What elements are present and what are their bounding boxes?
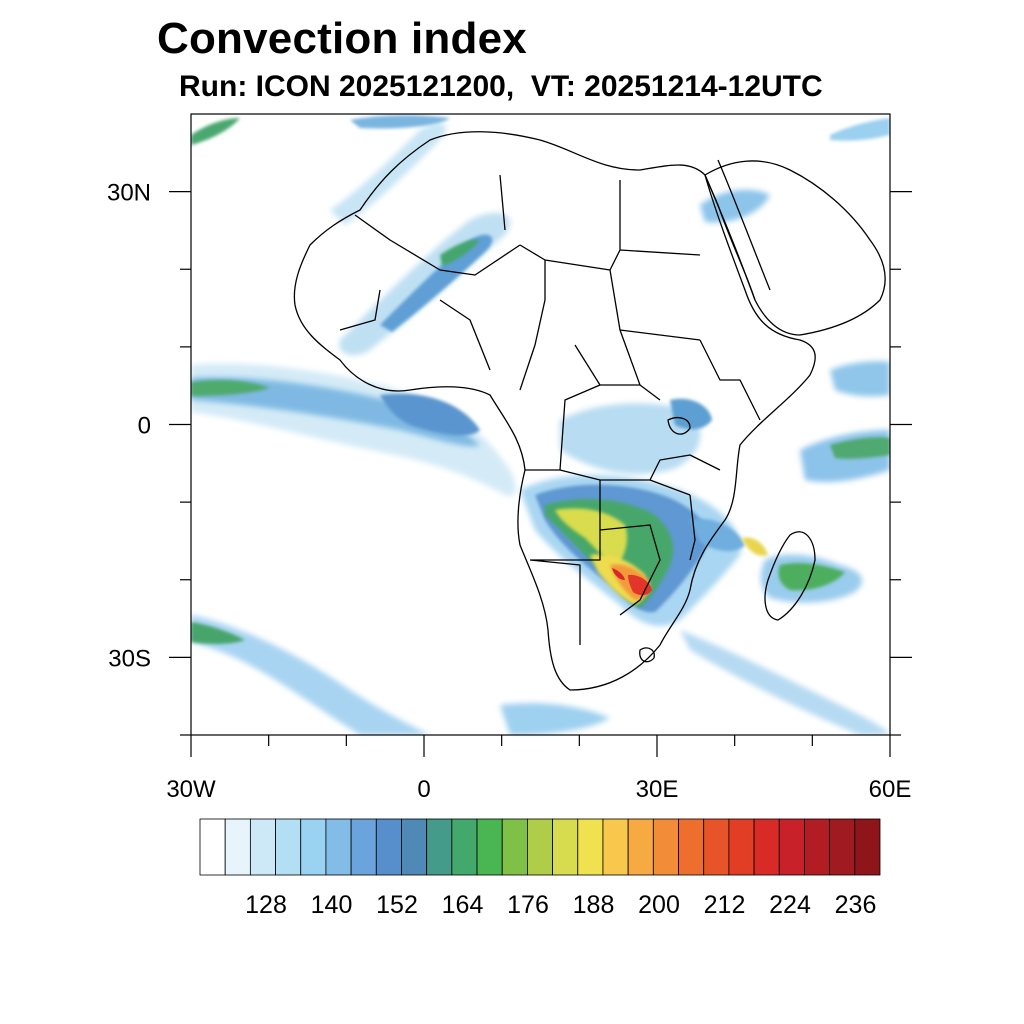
africa-coastline [293, 131, 816, 691]
y-tick-label: 30N [107, 180, 151, 207]
colorbar-tick-label: 200 [638, 891, 680, 919]
y-tick-label: 30S [108, 645, 151, 672]
colorbar-swatch [854, 818, 881, 876]
colorbar-swatch [224, 818, 251, 876]
colorbar-swatch [300, 818, 327, 876]
border-lines [339, 174, 761, 645]
colorbar-tick-label: 128 [245, 891, 287, 919]
colorbar-swatch [325, 818, 352, 876]
lesotho [639, 647, 655, 663]
colorbar-swatch [501, 818, 528, 876]
coastlines-borders [293, 131, 886, 691]
colorbar-tick-label: 152 [376, 891, 418, 919]
colorbar-tick-label: 236 [835, 891, 877, 919]
colorbar-swatch [451, 818, 478, 876]
colorbar-tick-label: 224 [769, 891, 811, 919]
field-sahara-green [440, 239, 480, 266]
colorbar-swatch [552, 818, 579, 876]
field-med-east [350, 115, 450, 129]
field-io-ne [830, 361, 890, 397]
colorbar-swatch [678, 818, 705, 876]
field-sahara-core [380, 234, 493, 332]
field-io-east-green [830, 437, 890, 459]
arabia-coastline [704, 160, 886, 336]
colorbar-tick-label: 212 [704, 891, 746, 919]
colorbar-swatch [527, 818, 553, 876]
colorbar-swatch [476, 818, 503, 876]
field-atlantic-green [191, 380, 270, 396]
colorbar [199, 818, 881, 876]
x-tick-label: 60E [869, 776, 912, 803]
colorbar-swatch [577, 818, 604, 876]
colorbar-swatch [829, 818, 856, 876]
madagascar-coastline [764, 531, 816, 621]
colorbar-swatch [652, 818, 679, 876]
x-tick-label: 30W [166, 776, 216, 803]
field-south-atlantic-green [191, 622, 245, 645]
axis-tick-labels: 30W 0 30E 60E 30N 0 30S [107, 180, 911, 803]
x-tick-label: 0 [417, 776, 430, 803]
colorbar-swatch [275, 818, 302, 876]
field-atlantic-core [191, 377, 480, 447]
colorbar-swatch [627, 818, 654, 876]
colorbar-swatch [728, 818, 755, 876]
colorbar-tick-label: 140 [311, 891, 353, 919]
x-tick-label: 30E [636, 776, 679, 803]
y-tick-label: 0 [138, 413, 151, 440]
field-mozambique-channel [690, 518, 745, 552]
field-south-africa-yellow [555, 508, 628, 565]
field-gulf-guinea [380, 393, 480, 436]
colorbar-labels: 128 140 152 164 176 188 200 212 224 236 [245, 891, 876, 919]
field-zim-red [628, 574, 652, 596]
colorbar-tick-label: 188 [573, 891, 615, 919]
field-se-streak [680, 630, 890, 735]
colorbar-swatch [602, 818, 629, 876]
colorbar-swatch [753, 818, 780, 876]
field-lake-victoria [670, 398, 712, 430]
colorbar-swatch [804, 818, 831, 876]
field-congo [560, 403, 701, 474]
convection-field [191, 115, 890, 735]
colorbar-swatch [375, 818, 402, 876]
map-subtitle: Run: ICON 2025121200, VT: 20251214-12UTC [179, 70, 823, 103]
colorbar-swatch [249, 818, 276, 876]
colorbar-swatch [401, 818, 428, 876]
field-cape-south [500, 703, 610, 735]
colorbar-tick-label: 176 [507, 891, 549, 919]
colorbar-tick-label: 164 [442, 891, 484, 919]
field-madagascar-green [778, 562, 845, 591]
map-title: Convection index [157, 14, 527, 63]
field-nw-corner [191, 118, 240, 145]
colorbar-swatch [426, 818, 453, 876]
axis-ticks [169, 191, 912, 757]
field-zim-red-2 [612, 568, 625, 580]
colorbar-swatch [350, 818, 377, 876]
field-mozambique-yellow [742, 537, 768, 556]
colorbar-swatch [778, 818, 805, 876]
colorbar-swatch [199, 818, 226, 876]
field-south-atlantic [191, 615, 430, 735]
field-ne-corner [830, 118, 890, 141]
lake-victoria [667, 417, 691, 435]
colorbar-swatch [703, 818, 730, 876]
red-sea [704, 159, 771, 301]
